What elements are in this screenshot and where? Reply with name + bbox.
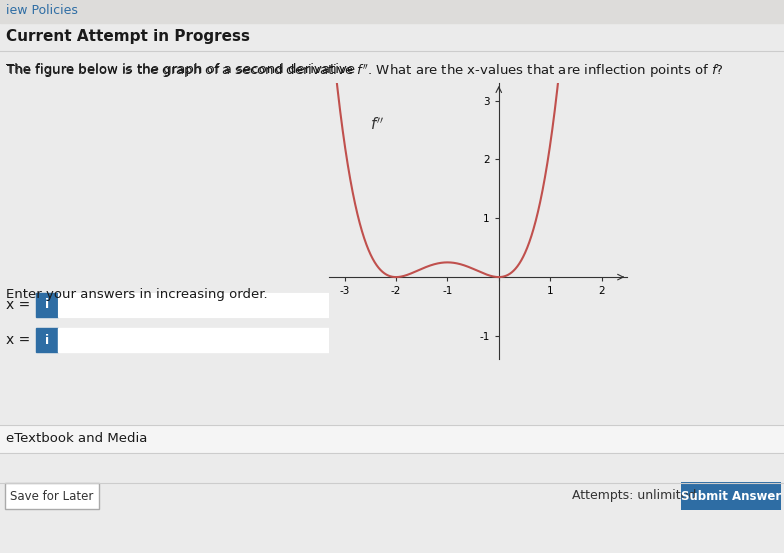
Text: Enter your answers in increasing order.: Enter your answers in increasing order. bbox=[6, 288, 267, 301]
Text: iew Policies: iew Policies bbox=[6, 3, 78, 17]
Text: Current Attempt in Progress: Current Attempt in Progress bbox=[6, 29, 250, 44]
Bar bbox=[58, 328, 341, 352]
Text: Attempts: unlimited: Attempts: unlimited bbox=[572, 489, 696, 503]
Bar bbox=[36, 293, 341, 317]
Text: i: i bbox=[45, 333, 49, 347]
Text: The figure below is the graph of a second derivative: The figure below is the graph of a secon… bbox=[6, 63, 359, 76]
Bar bbox=[36, 293, 58, 317]
Text: x =: x = bbox=[6, 333, 31, 347]
Text: eTextbook and Media: eTextbook and Media bbox=[6, 432, 147, 446]
Bar bbox=[58, 293, 341, 317]
Text: x =: x = bbox=[6, 298, 31, 312]
Bar bbox=[0, 0, 784, 23]
Bar bbox=[36, 328, 58, 352]
Text: i: i bbox=[45, 299, 49, 311]
Bar bbox=[0, 425, 784, 453]
Bar bbox=[36, 328, 341, 352]
FancyBboxPatch shape bbox=[681, 482, 781, 510]
FancyBboxPatch shape bbox=[5, 483, 99, 509]
Text: The figure below is the graph of a second derivative $f''$. What are the x-value: The figure below is the graph of a secon… bbox=[6, 63, 724, 81]
Text: Save for Later: Save for Later bbox=[10, 489, 93, 503]
Text: Submit Answer: Submit Answer bbox=[681, 489, 781, 503]
Text: $f''$: $f''$ bbox=[370, 117, 385, 133]
